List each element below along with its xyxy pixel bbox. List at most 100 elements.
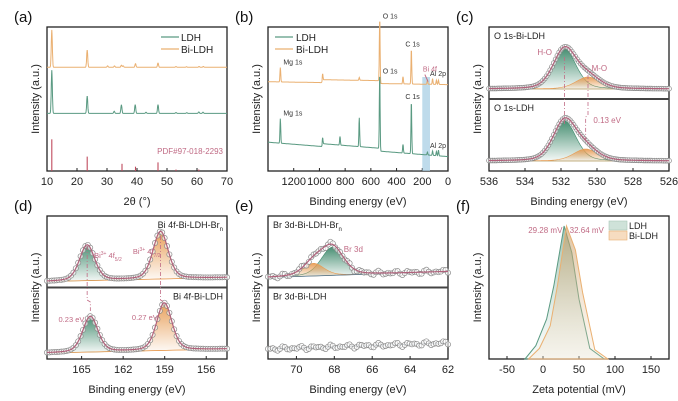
annotation-ho: H-O [537,48,552,57]
x-axis-label: 2θ (°) [123,196,150,208]
fit-envelope [46,302,227,354]
legend-label: Bi-LDH [181,45,213,56]
x-tick-label: 156 [197,364,215,376]
annotation-bildh-peak: 32.64 mV [570,226,605,235]
x-tick-label: 800 [336,176,354,188]
x-tick-label: 530 [588,176,606,188]
data-point [305,258,312,265]
annotation-sub: 7/2 [154,253,161,259]
x-tick-label: 100 [606,364,624,376]
x-tick-label: 10 [41,176,53,188]
fit-envelope [488,46,669,90]
peak-label: Mg 1s [283,111,303,118]
annotation-shift: 0.23 eV [59,315,85,324]
x-tick-label: 1200 [281,176,305,188]
x-tick-label: 50 [573,364,585,376]
legend-label: LDH [181,33,201,44]
x-axis-label: Binding energy (eV) [309,384,406,396]
series-line-ldh [47,70,227,114]
fit-component-1 [110,302,219,352]
subscript: n [339,227,342,233]
bi4f-arrow [424,74,429,82]
fit-envelope [488,117,669,162]
shift-guide-line [585,75,589,141]
panel-d: (d) 165 162 159 156 Binding energy (eV) Intens… [14,198,230,396]
series-line-bi-ldh [47,29,227,68]
x-tick-label: 68 [328,364,340,376]
peak-label: Mg 1s [283,60,303,67]
annotation-sup: 3+ [101,251,107,257]
x-tick-label: 60 [191,176,203,188]
annotation-sup: 3+ [140,247,146,253]
panel-label: (f) [456,198,470,215]
y-axis-label: Intensity (a.u.) [30,253,42,323]
x-tick-label: 532 [552,176,570,188]
x-tick-label: 600 [362,176,380,188]
annotation-ldh-peak: 29.28 mV [528,226,563,235]
legend-label: Bi-LDH [629,231,658,241]
peak-label: O 1s [383,68,398,75]
highlight-band [422,77,430,171]
x-tick-label: 62 [442,364,454,376]
peak-label: C 1s [405,41,420,48]
x-tick-label: 64 [404,364,416,376]
subpanel-title: Bi 4f-Bi-LDH [173,292,223,302]
panel-c: (c) 536 534 532 530 528 526 Binding energy (eV)… [456,9,678,208]
bi4f-annotation: Bi 4f [423,67,437,74]
x-tick-label: 150 [642,364,660,376]
zeta-area-bi-ldh [527,224,610,360]
subpanel-title: Br 3d-Bi-LDH-Brn [273,220,342,233]
plot-frame [267,26,449,172]
x-tick-label: 165 [72,364,90,376]
x-tick-label: 400 [387,176,405,188]
x-axis-label: Binding energy (eV) [88,384,185,396]
x-axis-label: Binding energy (eV) [309,196,406,208]
peak-annotation: Bi3+ 4f5/2 [94,251,122,263]
x-tick-label: 66 [366,364,378,376]
y-axis-label: Intensity (a.u.) [251,64,263,134]
legend-swatch [608,230,628,241]
annotation-mo: M-O [592,64,608,73]
peak-label: Al 2p [430,71,446,78]
x-tick-label: 162 [114,364,132,376]
panel-b: (b) 1200 1000 800 600 400 200 0 Binding energy (… [235,9,451,208]
subpanel-title: O 1s-LDH [494,103,534,113]
peak-label: Al 2p [430,143,446,150]
x-tick-label: 70 [290,364,302,376]
subpanel-title: Br 3d-Bi-LDH [273,292,327,302]
data-point [445,341,451,348]
legend-label: LDH [296,33,316,44]
x-axis-label: Zeta potential (mV) [532,384,626,396]
x-tick-label: 0 [540,364,546,376]
panel-f: (f) -50 0 50 100 150 Zeta potential (mV) Intens… [456,198,670,396]
x-tick-label: 526 [660,176,678,188]
annotation-shift: 0.27 eV [132,313,158,322]
series-line-bi-ldh [268,21,448,86]
reference-label: PDF#97-018-2293 [157,147,223,156]
x-tick-label: 30 [101,176,113,188]
annotation-mid: 4f [145,247,154,256]
panel-label: (e) [235,198,253,215]
series-line-ldh [268,76,448,158]
legend-swatch [608,220,628,231]
x-tick-label: 0 [445,176,451,188]
annotation-br3d: Br 3d [344,245,363,254]
fit-envelope [268,243,448,278]
x-tick-label: 50 [161,176,173,188]
y-axis-label: Intensity (a.u.) [30,64,42,134]
annotation-shift: 0.13 eV [593,116,621,125]
x-tick-label: 20 [71,176,83,188]
y-axis-label: Intensity (a.u.) [472,253,484,323]
shift-guide-line [160,236,165,306]
peak-label: C 1s [405,94,420,101]
subpanel-title: O 1s-Bi-LDH [494,31,545,41]
annotation-mid: 4f [106,251,115,260]
x-tick-label: 528 [624,176,642,188]
y-axis-label: Intensity (a.u.) [251,253,263,323]
x-tick-label: 534 [516,176,534,188]
subpanel-title: Bi 4f-Bi-LDH-Brn [158,220,223,233]
fit-envelope [47,230,227,282]
panel-a: (a) 10 20 30 40 50 60 70 2θ (°) Intensity (a.u.) P… [14,9,233,208]
x-tick-label: 200 [413,176,431,188]
